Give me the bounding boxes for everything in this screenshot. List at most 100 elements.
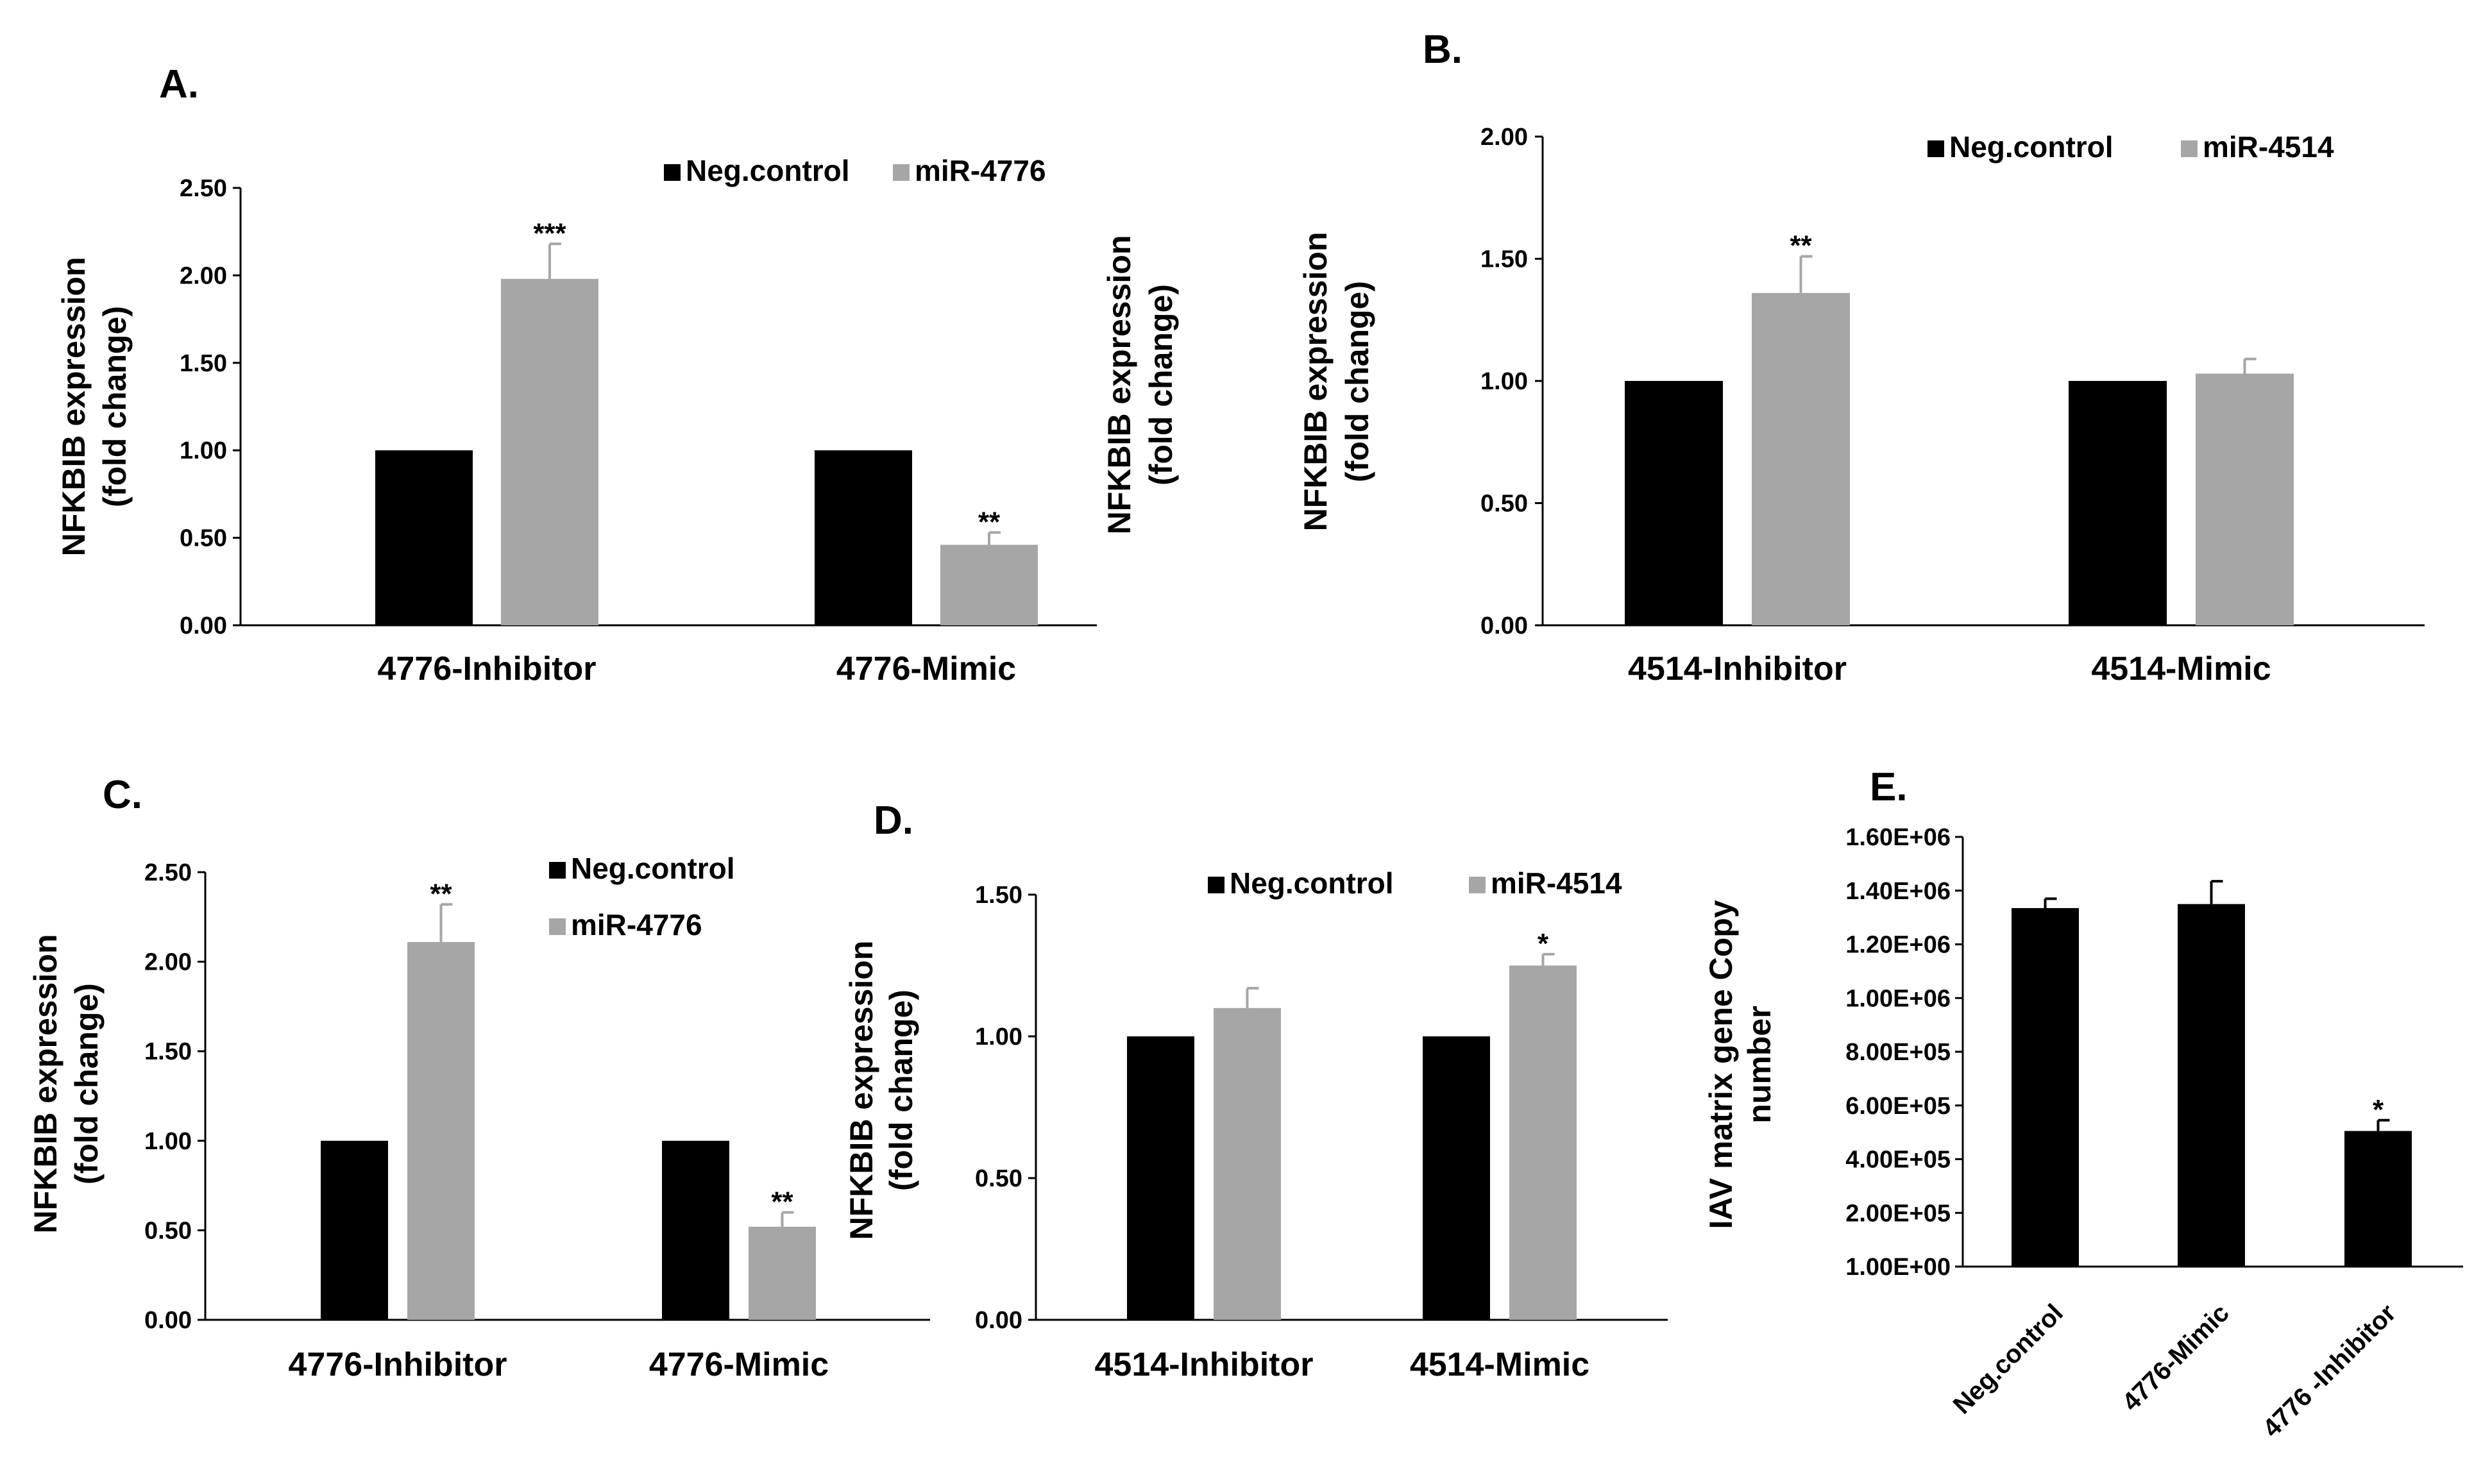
panel-c-category-label: 4776-Mimic	[649, 1346, 829, 1383]
panel-a-legend-label: miR-4776	[915, 154, 1046, 187]
panel-c-ytick-label: 2.50	[144, 859, 192, 886]
panel-b-legend-swatch	[2181, 140, 2198, 157]
panel-e-letter: E.	[1870, 765, 1908, 809]
panel-a-bar	[815, 450, 912, 625]
panel-b-ytick-label: 0.50	[1480, 491, 1528, 518]
panel-c-ytick-label: 2.00	[144, 949, 192, 976]
panel-d-ytick-label: 0.00	[975, 1307, 1022, 1334]
panel-c: C.NFKBIB expression (fold change)0.000.50…	[28, 773, 930, 1383]
panel-b-legend-label: miR-4514	[2203, 130, 2334, 164]
panel-d-ytick-label: 0.50	[975, 1165, 1022, 1192]
panel-b-ytick-label: 0.00	[1480, 612, 1528, 639]
panel-e-ytick-label: 1.40E+06	[1845, 878, 1951, 905]
panel-d-ylabel-line2: (fold change)	[883, 990, 919, 1191]
panel-c-letter: C.	[103, 773, 142, 817]
panel-d-category-label: 4514-Mimic	[1410, 1346, 1589, 1383]
panel-e-bar	[2178, 904, 2245, 1267]
panel-c-legend-swatch	[549, 918, 566, 935]
panel-b-bar	[2196, 373, 2294, 625]
panel-b-left-ylabel-line1: NFKBIB expression	[1101, 235, 1137, 535]
panel-c-legend-label: miR-4776	[571, 908, 702, 941]
panel-b-letter: B.	[1423, 28, 1462, 72]
panel-d-ytick-label: 1.00	[975, 1024, 1022, 1050]
panel-a-legend-label: Neg.control	[686, 154, 850, 187]
panel-a-ytick-label: 2.50	[180, 175, 227, 202]
panel-e-ylabel: IAV matrix gene Copy	[1703, 900, 1739, 1229]
panel-d-bar	[1509, 965, 1577, 1320]
panel-d-ytick-label: 1.50	[975, 882, 1022, 909]
panel-b-left-ylabel: NFKBIB expression (fold change)	[1101, 235, 1179, 535]
panel-d-significance: *	[1538, 928, 1549, 959]
panel-b-bar	[1625, 381, 1723, 625]
panel-b-category-label: 4514-Mimic	[2091, 650, 2271, 687]
panel-d-category-label: 4514-Inhibitor	[1095, 1346, 1314, 1383]
panel-a-bar	[940, 544, 1038, 625]
panel-b-ytick-label: 1.00	[1480, 368, 1528, 395]
panel-a-ylabel: NFKBIB expression	[56, 257, 92, 557]
panel-d-legend-label: Neg.control	[1230, 866, 1394, 900]
panel-b-ylabel-line2: (fold change)	[1339, 281, 1375, 482]
panel-a-ytick-label: 0.00	[180, 612, 227, 639]
panel-e-ytick-label: 1.00E+00	[1845, 1254, 1951, 1281]
panel-c-bar	[407, 941, 475, 1320]
panel-a-ylabel-line2: (fold change)	[97, 306, 133, 507]
panel-e-significance: *	[2373, 1094, 2384, 1126]
panel-e-category-label: 4776-Mimic	[2117, 1299, 2235, 1417]
panel-b-bar	[1752, 292, 1850, 626]
panel-e-bar	[2344, 1131, 2412, 1267]
panel-c-category-label: 4776-Inhibitor	[289, 1346, 507, 1383]
panel-c-ytick-label: 0.50	[144, 1217, 192, 1244]
panel-b-significance: **	[1790, 230, 1812, 262]
panel-c-ylabel-line2: (fold change)	[69, 983, 105, 1185]
panel-b-legend-swatch	[1928, 140, 1944, 157]
panel-a-ytick-label: 0.50	[180, 525, 227, 552]
panel-e-ytick-label: 6.00E+05	[1845, 1093, 1951, 1120]
panel-c-ytick-label: 1.50	[144, 1038, 192, 1065]
panel-a-legend-swatch	[664, 164, 681, 181]
panel-e: E. IAV matrix gene Copy number 1.00E+00 2.00…	[1703, 765, 2463, 1443]
panel-d-bar	[1127, 1036, 1194, 1320]
panel-c-bar	[662, 1140, 729, 1320]
panel-e-ylabel-line2: number	[1741, 1006, 1777, 1123]
panel-d-letter: D.	[874, 798, 913, 843]
panel-a-category-label: 4776-Mimic	[836, 650, 1016, 687]
panel-b-bar	[2069, 381, 2167, 625]
panel-c-ytick-label: 0.00	[144, 1307, 192, 1334]
panel-a-ytick-label: 1.00	[180, 437, 227, 464]
panel-b-left-ylabel-line2: (fold change)	[1143, 284, 1179, 485]
panel-b-ytick-label: 2.00	[1480, 124, 1528, 151]
panel-e-ytick-label: 8.00E+05	[1845, 1039, 1951, 1066]
panel-b-ytick-label: 1.50	[1480, 246, 1528, 273]
panel-d-bar	[1214, 1008, 1281, 1320]
panel-e-ytick-label: 2.00E+05	[1845, 1200, 1951, 1227]
panel-c-significance: **	[430, 878, 452, 909]
panel-e-ytick-label: 4.00E+05	[1845, 1147, 1951, 1174]
panel-a: A. NFKBIB expression (fold change) 0.00 0.50…	[56, 62, 1097, 687]
panel-b-legend-label: Neg.control	[1949, 130, 2114, 164]
panel-d-ylabel: NFKBIB expression	[843, 941, 879, 1240]
panel-d-legend-swatch	[1469, 877, 1486, 893]
panel-e-category-label: 4776 -Inhibitor	[2257, 1299, 2401, 1442]
panel-c-bar	[321, 1140, 388, 1320]
panel-b: B. NFKBIB expression (fold change) 0.00 0.50…	[1298, 28, 2425, 687]
panel-a-significance: ***	[533, 217, 566, 249]
panel-e-ytick-label: 1.00E+06	[1845, 985, 1951, 1012]
panel-a-category-label: 4776-Inhibitor	[378, 650, 597, 687]
panel-c-ytick-label: 1.00	[144, 1128, 192, 1155]
panel-b-ylabel: NFKBIB expression	[1298, 232, 1334, 532]
panel-c-bar	[749, 1226, 816, 1320]
panel-a-legend-swatch	[893, 164, 910, 181]
panel-c-legend-label: Neg.control	[571, 852, 735, 885]
panel-e-ytick-label: 1.60E+06	[1845, 824, 1951, 851]
panel-e-bar	[2012, 907, 2079, 1267]
panel-a-bar	[375, 450, 473, 625]
panel-a-ytick-label: 2.00	[180, 262, 227, 289]
panel-c-significance: **	[771, 1186, 793, 1217]
panel-e-category-label: Neg.control	[1948, 1299, 2069, 1419]
panel-a-bar	[501, 278, 598, 626]
panel-d-bar	[1423, 1036, 1490, 1320]
panel-a-significance: **	[978, 506, 1001, 537]
panel-c-ylabel: NFKBIB expression	[28, 934, 64, 1234]
panel-c-legend-swatch	[549, 862, 566, 879]
